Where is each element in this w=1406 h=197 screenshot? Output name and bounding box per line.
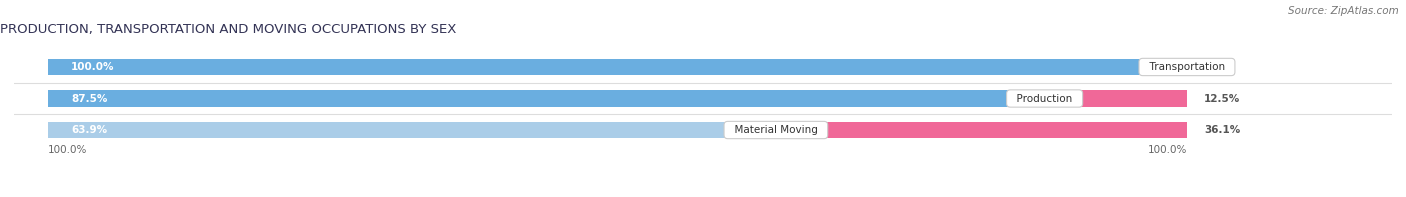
Text: 87.5%: 87.5%	[70, 94, 107, 103]
Bar	[48, 59, 1187, 75]
Text: 12.5%: 12.5%	[1204, 94, 1240, 103]
Bar	[48, 122, 1187, 138]
Text: 36.1%: 36.1%	[1204, 125, 1240, 135]
Text: Material Moving: Material Moving	[728, 125, 824, 135]
Text: 100.0%: 100.0%	[48, 145, 87, 155]
Bar	[48, 90, 1187, 107]
Text: Source: ZipAtlas.com: Source: ZipAtlas.com	[1288, 6, 1399, 16]
Text: 100.0%: 100.0%	[70, 62, 114, 72]
Bar	[776, 122, 1187, 138]
Text: Production: Production	[1011, 94, 1078, 103]
Text: 63.9%: 63.9%	[70, 125, 107, 135]
Bar	[48, 59, 1187, 75]
Bar	[48, 90, 1045, 107]
Bar	[48, 122, 776, 138]
Text: PRODUCTION, TRANSPORTATION AND MOVING OCCUPATIONS BY SEX: PRODUCTION, TRANSPORTATION AND MOVING OC…	[0, 23, 457, 36]
Text: 100.0%: 100.0%	[1147, 145, 1187, 155]
Text: 0.0%: 0.0%	[1204, 62, 1233, 72]
Bar	[1045, 90, 1187, 107]
Text: Transportation: Transportation	[1143, 62, 1232, 72]
